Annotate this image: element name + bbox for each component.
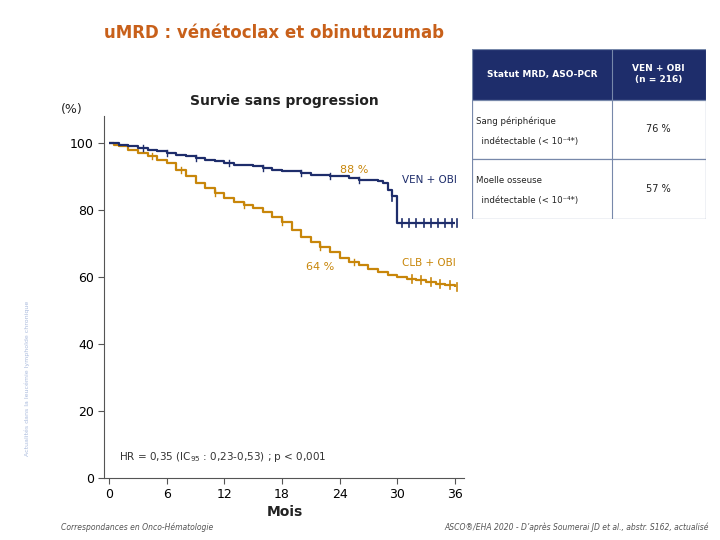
Text: Sang périphérique: Sang périphérique (477, 116, 556, 126)
X-axis label: Mois: Mois (266, 505, 302, 519)
Text: CLB + OBI: CLB + OBI (402, 259, 456, 268)
Text: Moelle osseuse: Moelle osseuse (477, 176, 542, 185)
Text: 57 %: 57 % (647, 184, 671, 194)
Text: émission.spéciale: émission.spéciale (22, 160, 32, 251)
Text: Actualités dans la leucémie lymphoïde chronique: Actualités dans la leucémie lymphoïde ch… (24, 300, 30, 456)
Bar (472, 49, 706, 99)
Bar (472, 100, 706, 159)
Y-axis label: (%): (%) (61, 103, 83, 116)
Text: ▷: ▷ (23, 44, 31, 53)
Text: indétectable (< 10⁻⁴*): indétectable (< 10⁻⁴*) (477, 137, 578, 146)
Text: indétectable (< 10⁻⁴*): indétectable (< 10⁻⁴*) (477, 197, 578, 205)
Text: 64 %: 64 % (306, 262, 335, 272)
Text: ASCO®/EHA 2020 - D’après Soumerai JD et al., abstr. S162, actualisé: ASCO®/EHA 2020 - D’après Soumerai JD et … (445, 523, 709, 532)
Title: Survie sans progression: Survie sans progression (190, 94, 379, 108)
Text: VEN + OBI: VEN + OBI (402, 175, 457, 185)
Text: Statut MRD, ASO-PCR: Statut MRD, ASO-PCR (487, 70, 597, 79)
Text: HR = 0,35 (IC$_{95}$ : 0,23-0,53) ; p < 0,001: HR = 0,35 (IC$_{95}$ : 0,23-0,53) ; p < … (119, 450, 326, 464)
Text: Correspondances en Onco-Hématologie: Correspondances en Onco-Hématologie (61, 523, 213, 532)
Bar (472, 159, 706, 219)
Text: 88 %: 88 % (340, 165, 368, 175)
Text: VEN + OBI
(n = 216): VEN + OBI (n = 216) (632, 64, 685, 84)
Text: uMRD : vénétoclax et obinutuzumab: uMRD : vénétoclax et obinutuzumab (104, 24, 444, 42)
Text: 76 %: 76 % (647, 124, 671, 134)
